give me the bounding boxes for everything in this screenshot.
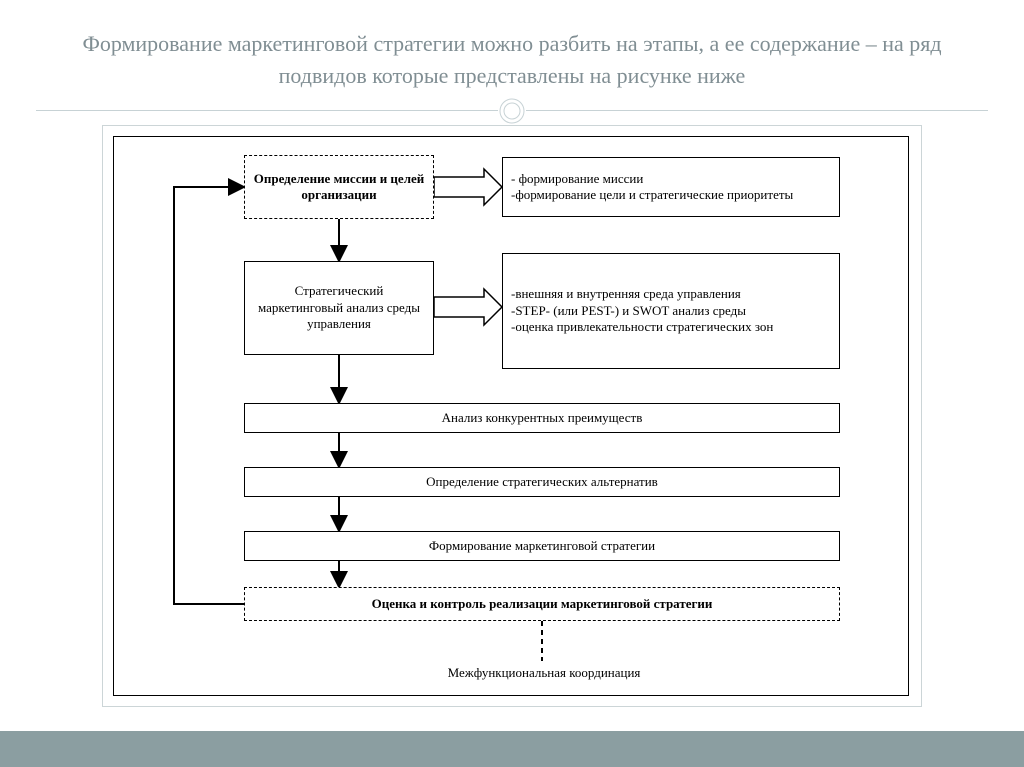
slide: Формирование маркетинговой стратегии мож… <box>0 0 1024 767</box>
flowchart-footer-label: Межфункциональная координация <box>414 665 674 681</box>
footer-band <box>0 731 1024 767</box>
flowchart-node-n1r: - формирование миссии -формирование цели… <box>502 157 840 217</box>
flowchart-node-n6: Оценка и контроль реализации маркетингов… <box>244 587 840 621</box>
flowchart-node-n5: Формирование маркетинговой стратегии <box>244 531 840 561</box>
title-divider <box>36 110 988 111</box>
flowchart-node-n3: Анализ конкурентных преимуществ <box>244 403 840 433</box>
flowchart-node-n2r: -внешняя и внутренняя среда управления -… <box>502 253 840 369</box>
divider-ring-icon <box>498 97 526 125</box>
flowchart-node-n4: Определение стратегических альтернатив <box>244 467 840 497</box>
flowchart-node-n1: Определение миссии и целей организации <box>244 155 434 219</box>
flowchart-node-n2: Стратегический маркетинговый анализ сред… <box>244 261 434 355</box>
diagram-card: Определение миссии и целей организации - … <box>102 125 922 707</box>
flowchart-canvas: Определение миссии и целей организации - … <box>113 136 909 696</box>
